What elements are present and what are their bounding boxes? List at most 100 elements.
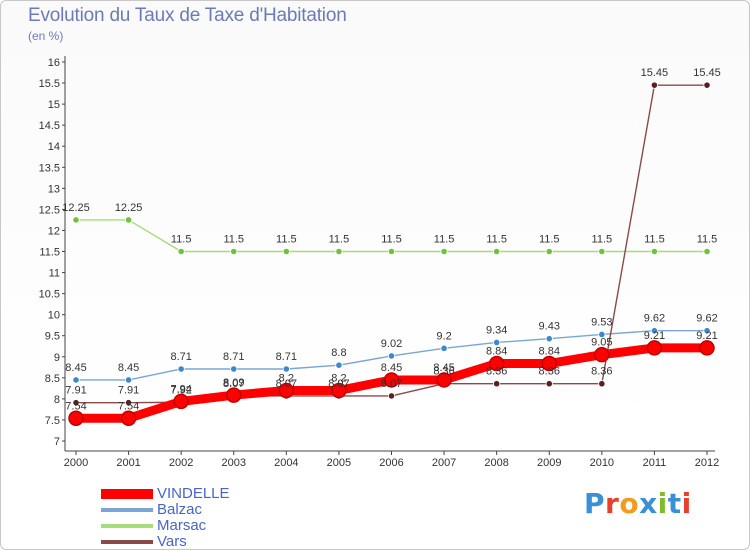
data-label-marsac: 12.25 xyxy=(115,202,143,214)
chart-legend: VINDELLE Balzac Marsac Vars xyxy=(101,486,230,550)
y-tick-label: 7 xyxy=(54,436,60,448)
data-point-balzac xyxy=(650,327,659,335)
data-label-balzac: 8.71 xyxy=(170,351,191,363)
logo-letter: i xyxy=(657,487,668,520)
x-tick-label: 2001 xyxy=(116,457,140,469)
data-point-vindelle xyxy=(173,393,189,410)
data-label-vars: 8.36 xyxy=(433,366,454,378)
x-tick-label: 2010 xyxy=(590,457,614,469)
x-tick-label: 2009 xyxy=(537,457,561,469)
data-label-marsac: 11.5 xyxy=(434,234,455,246)
y-tick-label: 13.5 xyxy=(39,162,60,174)
data-point-balzac xyxy=(598,330,606,339)
legend-item-vindelle: VINDELLE xyxy=(101,486,230,502)
x-tick-label: 2012 xyxy=(695,457,719,469)
data-point-marsac xyxy=(124,216,133,224)
data-label-vindelle: 8.84 xyxy=(539,346,560,358)
x-tick-label: 2002 xyxy=(169,457,193,469)
y-tick-label: 10.5 xyxy=(39,289,60,301)
data-label-vindelle: 9.21 xyxy=(644,330,665,342)
y-tick-label: 15.5 xyxy=(39,78,60,90)
legend-label: Balzac xyxy=(157,501,203,518)
y-tick-label: 13 xyxy=(48,183,60,195)
data-point-vars xyxy=(493,380,501,388)
data-label-balzac: 9.62 xyxy=(696,313,717,325)
data-label-balzac: 8.8 xyxy=(331,347,346,359)
data-label-vars: 8.07 xyxy=(381,378,402,390)
data-label-balzac: 8.71 xyxy=(276,351,297,363)
legend-swatch xyxy=(101,524,153,528)
data-label-marsac: 11.5 xyxy=(592,234,613,246)
logo-letter: P xyxy=(584,487,606,520)
legend-label: Vars xyxy=(157,533,187,550)
data-point-marsac xyxy=(440,247,448,256)
data-point-balzac xyxy=(335,361,343,369)
x-tick-label: 2011 xyxy=(643,457,667,469)
data-label-marsac: 11.5 xyxy=(223,234,244,246)
y-tick-label: 8.5 xyxy=(45,373,60,385)
data-label-marsac: 11.5 xyxy=(329,234,350,246)
chart-subtitle: (en %) xyxy=(28,29,64,43)
data-label-vindelle: 7.54 xyxy=(65,400,86,412)
data-label-marsac: 12.25 xyxy=(62,202,90,214)
data-label-balzac: 9.62 xyxy=(644,313,665,325)
data-point-vindelle xyxy=(541,355,557,372)
data-label-balzac: 9.34 xyxy=(486,324,507,336)
data-point-vindelle xyxy=(278,382,295,399)
data-point-balzac xyxy=(124,376,133,384)
data-point-balzac xyxy=(545,335,553,343)
data-label-vindelle: 9.05 xyxy=(591,337,612,349)
x-tick-label: 2008 xyxy=(484,457,508,469)
data-point-marsac xyxy=(335,247,343,256)
y-tick-label: 8 xyxy=(54,394,60,406)
logo-letter: i xyxy=(681,487,692,520)
data-label-marsac: 11.5 xyxy=(381,234,402,246)
y-tick-label: 11 xyxy=(49,268,60,280)
logo-letter: o xyxy=(619,487,640,520)
data-point-marsac xyxy=(493,247,501,256)
y-tick-label: 9 xyxy=(54,352,60,364)
y-tick-label: 11.5 xyxy=(39,247,60,259)
x-tick-label: 2005 xyxy=(327,457,351,469)
data-point-balzac xyxy=(177,365,185,373)
data-point-vindelle xyxy=(699,340,715,356)
data-point-balzac xyxy=(703,327,711,335)
legend-swatch xyxy=(101,540,153,544)
y-tick-label: 14.5 xyxy=(39,120,60,132)
data-label-marsac: 11.5 xyxy=(644,234,665,246)
data-point-vindelle xyxy=(331,382,347,399)
data-label-balzac: 9.53 xyxy=(591,316,612,328)
data-point-vars xyxy=(124,399,133,407)
proxiti-logo: Proxiti xyxy=(584,487,692,520)
data-point-vars xyxy=(387,392,396,400)
data-label-vars: 7.91 xyxy=(118,385,139,397)
data-point-vars xyxy=(545,380,553,388)
y-tick-label: 12.5 xyxy=(39,204,60,216)
data-label-balzac: 8.71 xyxy=(223,351,244,363)
data-label-balzac: 9.43 xyxy=(539,321,560,333)
data-label-balzac: 8.45 xyxy=(118,362,139,374)
x-tick-label: 2007 xyxy=(432,457,456,469)
data-label-balzac: 8.45 xyxy=(65,362,86,374)
data-point-balzac xyxy=(493,338,501,347)
data-label-vindelle: 7.54 xyxy=(118,400,139,412)
logo-letter: r xyxy=(605,487,620,520)
data-label-vars: 7.91 xyxy=(65,385,86,397)
data-point-marsac xyxy=(703,247,711,256)
data-point-marsac xyxy=(177,247,185,256)
x-tick-label: 2004 xyxy=(274,457,298,469)
y-tick-label: 15 xyxy=(48,99,60,111)
data-point-vindelle xyxy=(68,410,84,427)
legend-swatch xyxy=(101,508,153,512)
data-label-vindelle: 8.84 xyxy=(486,346,507,358)
data-point-vindelle xyxy=(594,346,610,363)
data-point-vindelle xyxy=(120,410,137,427)
data-label-vindelle: 8.2 xyxy=(279,372,294,384)
logo-letter: x xyxy=(639,487,658,520)
data-point-marsac xyxy=(545,247,553,256)
data-label-marsac: 11.5 xyxy=(171,234,192,246)
y-tick-label: 7.5 xyxy=(45,415,60,427)
y-tick-label: 12 xyxy=(48,225,60,237)
data-label-vindelle: 8.2 xyxy=(331,372,346,384)
